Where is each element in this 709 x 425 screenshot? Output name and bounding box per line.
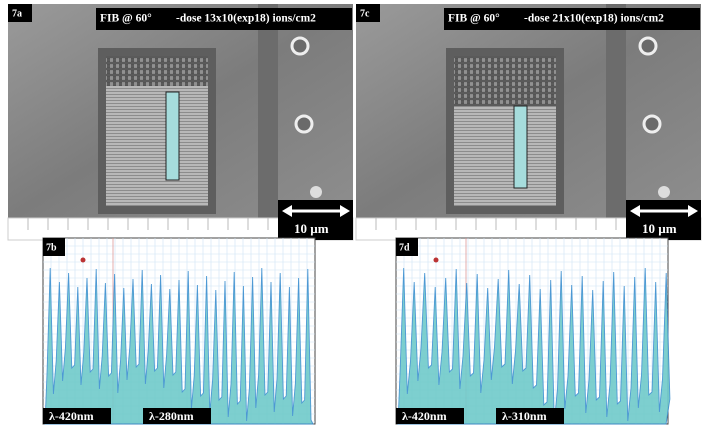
wavelength-box xyxy=(143,408,211,424)
profile-trace xyxy=(397,267,671,425)
profile-label: 7d xyxy=(399,242,410,253)
marker-dot xyxy=(80,257,86,263)
label-box xyxy=(43,238,65,256)
measure-bar xyxy=(513,105,528,189)
wavelength-label: λ-420nm xyxy=(402,409,447,423)
header-box xyxy=(96,8,352,30)
rough-region xyxy=(106,56,208,86)
panel-label: 7a xyxy=(12,8,22,19)
sem-panel: 7a FIB @ 60° -dose 13x10(exp18) ions/cm2 10… xyxy=(7,4,354,241)
particle xyxy=(642,114,662,134)
label-box xyxy=(356,4,380,22)
measure-bar xyxy=(165,91,180,181)
particle xyxy=(310,186,322,198)
profile-trace xyxy=(44,267,314,425)
profile-panel: 7b λ-420nm λ-280nm xyxy=(42,237,316,425)
wavelength-label: λ-420nm xyxy=(49,409,94,423)
label-box xyxy=(8,4,32,22)
wavelength-label: λ-280nm xyxy=(149,409,194,423)
profile-label: 7b xyxy=(46,242,57,253)
profile-panel: 7d λ-420nm λ-310nm xyxy=(395,237,671,425)
rough-region xyxy=(454,56,556,106)
dose-text: -dose 21x10(exp18) ions/cm2 xyxy=(524,13,664,25)
header-text: FIB @ 60° xyxy=(448,13,500,25)
header-box xyxy=(444,8,700,30)
scale-text: 10 µm xyxy=(642,221,677,236)
particle xyxy=(638,36,658,56)
wavelength-box xyxy=(396,408,464,424)
wavelength-box xyxy=(43,408,111,424)
wavelength-box xyxy=(496,408,564,424)
particle xyxy=(290,36,310,56)
stage-band xyxy=(606,4,626,218)
sem-panel: 7c FIB @ 60° -dose 21x10(exp18) ions/cm2 10… xyxy=(355,4,702,241)
scale-text: 10 µm xyxy=(294,221,329,236)
wavelength-label: λ-310nm xyxy=(502,409,547,423)
panel-label: 7c xyxy=(360,8,370,19)
header-text: FIB @ 60° xyxy=(100,13,152,25)
particle xyxy=(294,114,314,134)
marker-dot xyxy=(433,257,439,263)
label-box xyxy=(396,238,418,256)
particle xyxy=(658,186,670,198)
stage-band xyxy=(258,4,278,218)
dose-text: -dose 13x10(exp18) ions/cm2 xyxy=(176,13,316,25)
